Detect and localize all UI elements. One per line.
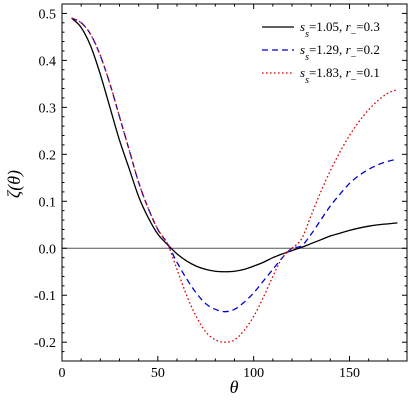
series-line-3	[71, 17, 398, 343]
x-tick-label: 100	[243, 366, 264, 381]
x-tick-label: 0	[59, 366, 66, 381]
y-tick-label: 0.0	[39, 242, 57, 257]
legend-label-1: ss=1.05, r−=0.3	[300, 19, 380, 40]
legend: ss=1.05, r−=0.3ss=1.29, r−=0.2ss=1.83, r…	[262, 19, 380, 86]
legend-label-3: ss=1.83, r−=0.1	[300, 65, 380, 86]
axis-ticks: 0 50 100 150 -0.2 -0.1 0.0 0.1 0.2 0.3 0.4 0.5	[34, 4, 407, 381]
series-line-1	[71, 17, 398, 273]
y-tick-label: -0.1	[34, 289, 56, 304]
x-tick-label: 150	[339, 366, 360, 381]
y-tick-label: 0.5	[39, 7, 57, 22]
x-axis-label: θ	[230, 377, 239, 397]
y-tick-label: -0.2	[34, 336, 56, 351]
series-line-2	[71, 17, 398, 313]
series-group	[71, 17, 398, 343]
y-tick-label: 0.3	[39, 101, 57, 116]
x-tick-label: 50	[151, 366, 165, 381]
y-tick-label: 0.2	[39, 148, 57, 163]
y-tick-label: 0.1	[39, 195, 57, 210]
legend-label-2: ss=1.29, r−=0.2	[300, 42, 380, 63]
y-tick-label: 0.4	[39, 54, 57, 69]
y-axis-label: ζ(θ)	[4, 170, 25, 198]
